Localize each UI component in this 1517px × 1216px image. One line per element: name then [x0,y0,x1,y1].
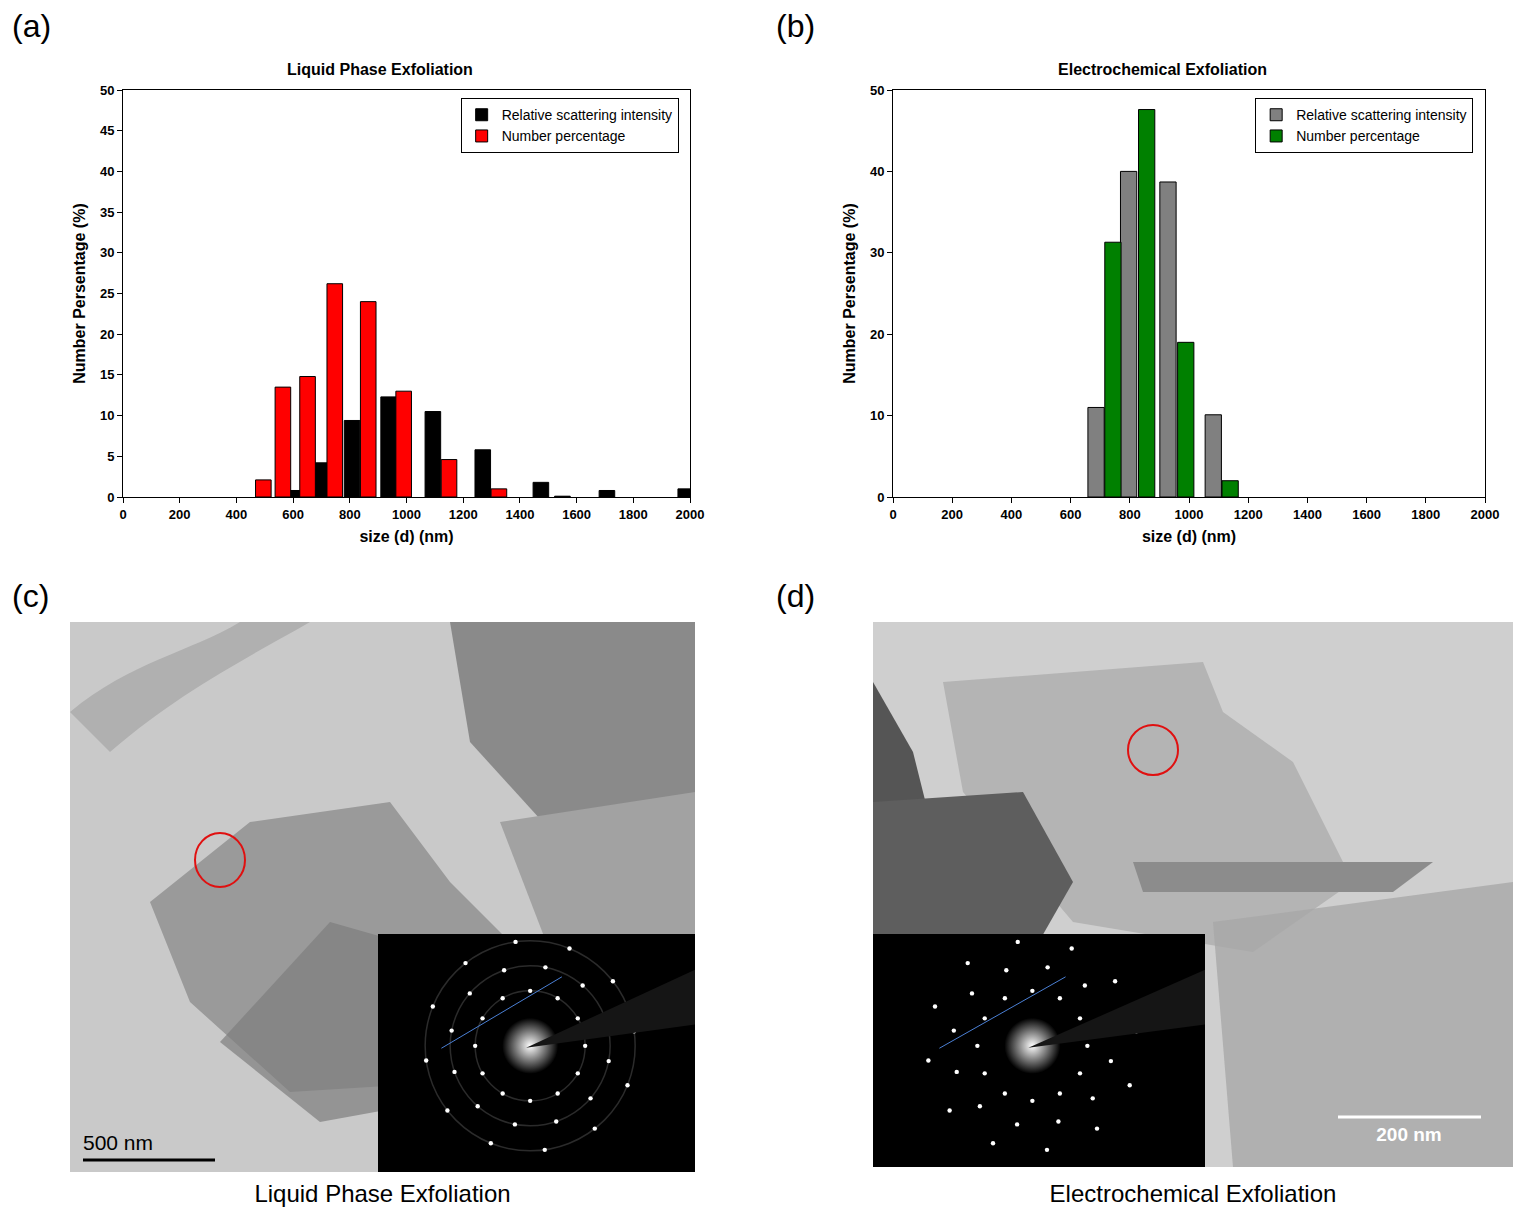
svg-text:1800: 1800 [1411,507,1440,522]
svg-text:1000: 1000 [1175,507,1204,522]
svg-text:400: 400 [1001,507,1023,522]
svg-text:800: 800 [1119,507,1141,522]
svg-text:1400: 1400 [505,507,534,522]
svg-text:0: 0 [877,490,884,505]
svg-text:5: 5 [107,449,114,464]
svg-text:40: 40 [870,164,884,179]
svg-text:2000: 2000 [676,507,705,522]
svg-text:Relative scattering intensity: Relative scattering intensity [502,107,672,123]
svg-text:25: 25 [100,286,114,301]
svg-text:35: 35 [100,205,114,220]
svg-text:Electrochemical Exfoliation: Electrochemical Exfoliation [1058,61,1267,78]
svg-text:1400: 1400 [1293,507,1322,522]
svg-text:2000: 2000 [1471,507,1500,522]
svg-text:size (d) (nm): size (d) (nm) [1142,528,1236,545]
svg-text:30: 30 [870,245,884,260]
svg-text:45: 45 [100,123,114,138]
svg-text:15: 15 [100,367,114,382]
svg-text:1600: 1600 [1352,507,1381,522]
svg-text:10: 10 [870,408,884,423]
html-text:Electrochemical Exfoliation: Electrochemical Exfoliation [1049,1180,1337,1207]
svg-text:20: 20 [870,327,884,342]
svg-text:Relative scattering intensity: Relative scattering intensity [1296,107,1466,123]
svg-text:1000: 1000 [392,507,421,522]
svg-text:500 nm: 500 nm [83,1131,153,1154]
svg-text:200: 200 [169,507,191,522]
svg-text:200: 200 [941,507,963,522]
svg-text:600: 600 [282,507,304,522]
svg-text:50: 50 [100,83,114,98]
svg-text:0: 0 [889,507,896,522]
svg-text:600: 600 [1060,507,1082,522]
svg-text:Number Persentage (%): Number Persentage (%) [71,203,88,384]
svg-text:400: 400 [226,507,248,522]
svg-text:0: 0 [107,490,114,505]
svg-text:Liquid Phase Exfoliation: Liquid Phase Exfoliation [287,61,473,78]
svg-text:1800: 1800 [619,507,648,522]
svg-text:40: 40 [100,164,114,179]
svg-text:1600: 1600 [562,507,591,522]
svg-text:800: 800 [339,507,361,522]
svg-text:1200: 1200 [449,507,478,522]
svg-text:20: 20 [100,327,114,342]
html-text:(b): (b) [776,8,816,44]
html-text:(d): (d) [776,578,816,614]
svg-text:Number percentage: Number percentage [1296,128,1420,144]
html-text:(c): (c) [12,578,50,614]
svg-text:200 nm: 200 nm [1376,1124,1441,1145]
svg-text:10: 10 [100,408,114,423]
svg-text:1200: 1200 [1234,507,1263,522]
html-text:(a): (a) [12,8,52,44]
svg-text:Number Persentage (%): Number Persentage (%) [841,203,858,384]
svg-text:30: 30 [100,245,114,260]
svg-text:Number percentage: Number percentage [502,128,626,144]
svg-text:50: 50 [870,83,884,98]
html-text:Liquid Phase Exfoliation: Liquid Phase Exfoliation [254,1180,511,1207]
svg-text:0: 0 [119,507,126,522]
svg-text:size (d) (nm): size (d) (nm) [359,528,453,545]
